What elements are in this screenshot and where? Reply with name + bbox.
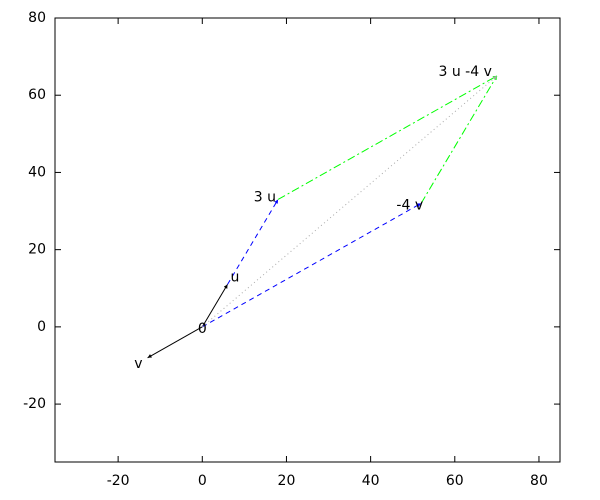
vector: [202, 202, 422, 328]
y-tick-label: 60: [28, 87, 46, 103]
y-tick-label: 20: [28, 242, 46, 258]
x-tick-label: 80: [530, 473, 548, 489]
plot-border: [54, 17, 561, 463]
point-label: 0: [198, 321, 207, 337]
x-tick-label: 40: [362, 473, 380, 489]
y-tick-label: 40: [28, 164, 46, 180]
vector: [420, 75, 498, 204]
vector: [201, 75, 498, 328]
vector: [277, 75, 498, 200]
point-label: 3 u -4 v: [439, 64, 492, 80]
x-tick-label: 20: [278, 473, 296, 489]
x-tick-label: 0: [198, 473, 207, 489]
y-tick-label: 0: [37, 319, 46, 335]
point-label: u: [231, 269, 240, 285]
vector: [201, 284, 228, 328]
y-tick-label: 80: [28, 10, 46, 26]
point-label: -4 v: [396, 197, 423, 213]
vector: [227, 199, 279, 285]
y-tick-label: -20: [23, 396, 46, 412]
point-label: 3 u: [254, 189, 276, 205]
point-label: v: [134, 356, 142, 372]
x-tick-label: 60: [446, 473, 464, 489]
vector: [147, 326, 203, 359]
x-tick-label: -20: [107, 473, 130, 489]
